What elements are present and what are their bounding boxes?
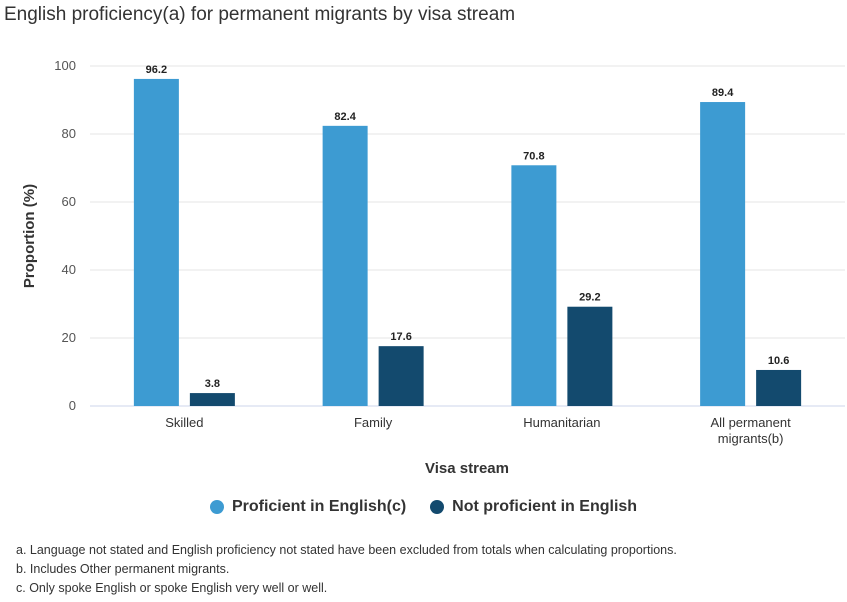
x-axis-title: Visa stream	[425, 460, 509, 477]
bar-not-proficient[interactable]	[756, 369, 802, 406]
bar-proficient[interactable]	[511, 165, 557, 406]
y-tick-label: 20	[62, 330, 76, 345]
legend-marker	[209, 500, 224, 514]
legend-label: Not proficient in English	[452, 498, 638, 515]
x-axis-categories: Skilled Family Humanitarian All permanentmi…	[165, 415, 791, 446]
footnotes: a. Language not stated and English profi…	[16, 541, 677, 598]
x-category-label: Skilled	[165, 415, 203, 430]
data-label: 17.6	[390, 331, 411, 343]
bar-not-proficient[interactable]	[567, 306, 613, 406]
footnote-b: b. Includes Other permanent migrants.	[16, 562, 230, 576]
x-category-label: Humanitarian	[523, 415, 600, 430]
legend-marker	[430, 500, 445, 514]
y-tick-label: 60	[62, 194, 76, 209]
x-category-label: Family	[354, 415, 393, 430]
data-label: 29.2	[579, 292, 600, 304]
data-label: 96.2	[146, 64, 167, 76]
y-tick-label: 100	[54, 58, 76, 73]
bars	[133, 78, 802, 407]
y-axis-title: Proportion (%)	[21, 184, 38, 288]
footnote-c: c. Only spoke English or spoke English v…	[16, 581, 328, 595]
legend-label: Proficient in English(c)	[231, 498, 407, 515]
legend: Proficient in English(c) Not proficient …	[0, 498, 847, 516]
data-label: 3.8	[205, 378, 220, 390]
bar-proficient[interactable]	[700, 102, 746, 406]
y-tick-label: 0	[69, 398, 76, 413]
data-label: 89.4	[712, 87, 734, 99]
legend-item-proficient[interactable]: Proficient in English(c)	[209, 498, 407, 516]
footnote-a: a. Language not stated and English profi…	[16, 543, 677, 557]
data-label: 10.6	[768, 355, 789, 367]
data-label: 70.8	[523, 150, 544, 162]
bar-chart: 0 20 40 60 80 100 96.2 3.8 82.4 17.6 70.8 29.2 89.4…	[21, 58, 845, 477]
data-labels: 96.2 3.8 82.4 17.6 70.8 29.2 89.4 10.6	[146, 64, 790, 390]
y-axis-ticks: 0 20 40 60 80 100	[54, 58, 76, 413]
bar-not-proficient[interactable]	[189, 393, 235, 406]
bar-proficient[interactable]	[322, 125, 368, 406]
legend-item-not-proficient[interactable]: Not proficient in English	[430, 498, 637, 516]
x-category-label: migrants(b)	[718, 431, 784, 446]
y-tick-label: 40	[62, 262, 76, 277]
x-category-label: All permanent	[711, 415, 792, 430]
y-tick-label: 80	[62, 126, 76, 141]
bar-proficient[interactable]	[133, 78, 179, 407]
bar-not-proficient[interactable]	[378, 346, 424, 406]
chart-title: English proficiency(a) for permanent mig…	[4, 4, 516, 25]
data-label: 82.4	[334, 111, 356, 123]
